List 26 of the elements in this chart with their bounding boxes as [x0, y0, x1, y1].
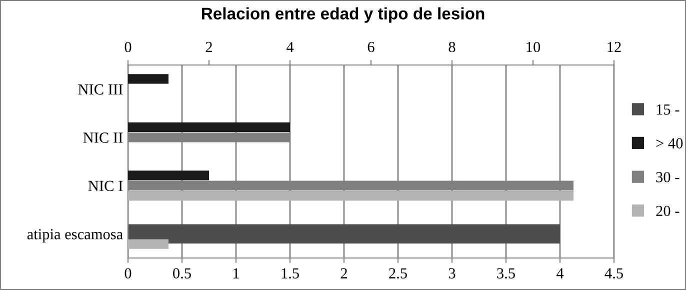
- legend-label: 30 -: [656, 172, 680, 182]
- x2-tick-label: 10: [526, 42, 540, 52]
- x-tick-label: 0.5: [173, 268, 191, 279]
- x-tick-label: 3: [448, 268, 456, 278]
- x-tick-label: 0: [124, 268, 132, 278]
- y-tick-label: NIC III: [78, 84, 123, 95]
- legend-label: 20 -: [656, 206, 680, 216]
- x2-tick-label: 0: [124, 42, 132, 52]
- y-tick-label: NIC I: [88, 180, 123, 192]
- x-tick-label: 1: [234, 268, 239, 278]
- legend-label: > 40: [656, 138, 683, 148]
- y-tick-label: atipia escamosa: [27, 229, 123, 242]
- x-tick-label: 3.5: [497, 268, 515, 279]
- x2-tick-label: 12: [608, 42, 621, 52]
- x-tick-label: 1.5: [282, 268, 299, 279]
- chart-title: Relacion entre edad y tipo de lesion: [202, 7, 484, 23]
- x-tick-label: 4: [556, 268, 564, 278]
- legend-label: 15 -: [656, 104, 680, 115]
- x2-tick-label: 8: [448, 42, 456, 52]
- x2-tick-label: 4: [286, 42, 294, 52]
- x2-tick-label: 6: [368, 42, 374, 52]
- x2-tick-label: 2: [206, 42, 212, 52]
- y-tick-label: NIC II: [83, 132, 123, 143]
- x-tick-label: 2.5: [389, 268, 407, 279]
- x-tick-label: 2: [340, 268, 347, 278]
- x-tick-label: 4.5: [604, 268, 623, 279]
